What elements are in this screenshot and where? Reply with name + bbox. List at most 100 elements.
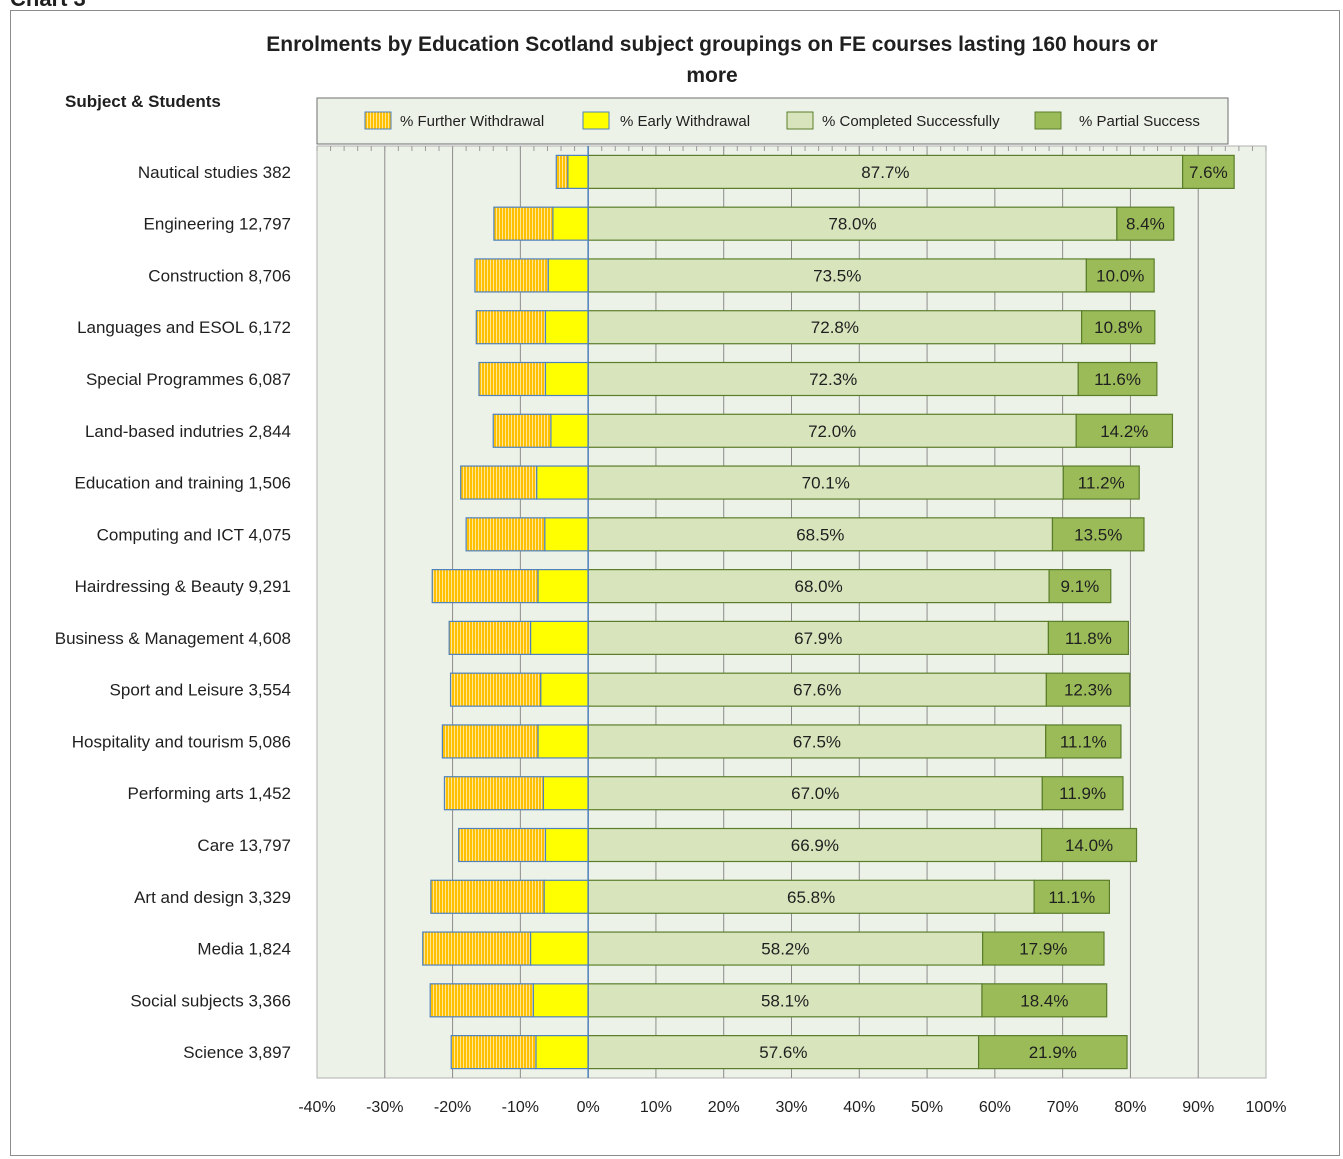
data-label-completed: 87.7% [861, 163, 909, 182]
bar-completed-successfully [587, 776, 1043, 811]
bar-partial-success [1041, 827, 1138, 863]
plot-area [316, 145, 1267, 1079]
legend-label: % Partial Success [1079, 113, 1200, 130]
data-label-partial: 11.6% [1094, 370, 1141, 389]
bar-partial-success [1033, 879, 1111, 914]
chart-svg: % Further Withdrawal % Early Withdrawal % … [55, 33, 1287, 1116]
data-label-partial: 17.9% [1019, 940, 1067, 959]
bar-further-withdrawal [430, 879, 545, 914]
category-label: Special Programmes 6,087 [86, 370, 291, 389]
bar-partial-success [1047, 620, 1129, 655]
bar-early-withdrawal [532, 983, 589, 1018]
category-label: Media 1,824 [197, 940, 291, 959]
category-label: Social subjects 3,366 [130, 991, 291, 1010]
x-tick-label: 20% [708, 1099, 740, 1116]
bar-completed-successfully [587, 724, 1047, 759]
x-tick-label: 40% [843, 1099, 875, 1116]
x-tick-label: -20% [434, 1099, 471, 1116]
bar-completed-successfully [587, 206, 1118, 241]
data-label-completed: 66.9% [791, 836, 839, 855]
data-label-partial: 8.4% [1126, 215, 1165, 234]
legend-swatch [582, 111, 610, 130]
data-label-completed: 57.6% [759, 1043, 807, 1062]
category-label: Education and training 1,506 [75, 474, 291, 493]
category-label: Languages and ESOL 6,172 [77, 318, 291, 337]
bar-further-withdrawal [450, 1035, 537, 1070]
bar-early-withdrawal [537, 724, 589, 759]
bar-partial-success [1051, 517, 1145, 552]
data-label-partial: 10.0% [1096, 266, 1144, 285]
legend-label: % Completed Successfully [822, 113, 1000, 130]
category-label: Construction 8,706 [148, 266, 291, 285]
chart-title: Enrolments by Education Scotland subject… [266, 33, 1157, 87]
bar-early-withdrawal [544, 517, 589, 552]
bar-early-withdrawal [544, 310, 589, 345]
data-label-completed: 70.1% [802, 474, 850, 493]
legend: % Further Withdrawal % Early Withdrawal % … [316, 97, 1229, 145]
bar-partial-success [1081, 310, 1156, 345]
bar-partial-success [1048, 569, 1112, 604]
data-label-completed: 58.2% [761, 940, 809, 959]
bar-further-withdrawal [429, 983, 534, 1018]
category-label: Computing and ICT 4,075 [97, 525, 291, 544]
bar-further-withdrawal [493, 206, 554, 241]
bar-early-withdrawal [535, 1035, 589, 1070]
category-header: Subject & Students [65, 92, 221, 111]
data-label-completed: 67.6% [793, 681, 841, 700]
bar-completed-successfully [587, 465, 1064, 500]
data-label-partial: 11.8% [1065, 629, 1112, 648]
bar-early-withdrawal [550, 413, 589, 448]
legend-swatch [786, 111, 814, 130]
x-tick-label: -10% [502, 1099, 539, 1116]
data-label-partial: 9.1% [1061, 577, 1100, 596]
data-label-partial: 11.1% [1060, 732, 1107, 751]
x-tick-label: 90% [1182, 1099, 1214, 1116]
legend-swatch [364, 111, 392, 130]
x-tick-label: -40% [298, 1099, 335, 1116]
category-label: Hospitality and tourism 5,086 [72, 732, 291, 751]
bar-completed-successfully [587, 931, 984, 966]
x-tick-label: -30% [366, 1099, 403, 1116]
bar-further-withdrawal [460, 465, 538, 500]
data-label-partial: 13.5% [1074, 525, 1122, 544]
bar-further-withdrawal [458, 827, 547, 863]
category-label: Nautical studies 382 [138, 163, 291, 182]
bar-partial-success [1085, 258, 1155, 293]
legend-label: % Further Withdrawal [400, 113, 544, 130]
bar-further-withdrawal [478, 361, 547, 397]
x-tick-label: 60% [979, 1099, 1011, 1116]
data-label-completed: 72.3% [809, 370, 857, 389]
data-label-partial: 11.1% [1048, 888, 1095, 907]
bar-further-withdrawal [492, 413, 552, 448]
bar-further-withdrawal [431, 569, 539, 604]
category-label: Land-based indutries 2,844 [85, 422, 291, 441]
category-label: Hairdressing & Beauty 9,291 [75, 577, 291, 596]
bar-partial-success [1045, 724, 1122, 759]
bar-further-withdrawal [555, 154, 569, 189]
bar-further-withdrawal [474, 258, 549, 293]
x-tick-label: 50% [911, 1099, 943, 1116]
category-label: Care 13,797 [197, 836, 291, 855]
data-label-partial: 14.0% [1065, 836, 1113, 855]
legend-swatch [1034, 111, 1062, 130]
data-label-partial: 11.2% [1078, 474, 1125, 493]
category-label: Art and design 3,329 [134, 888, 291, 907]
bar-further-withdrawal [449, 672, 542, 707]
bar-partial-success [977, 1035, 1128, 1070]
bar-further-withdrawal [448, 620, 532, 655]
data-label-partial: 11.9% [1059, 784, 1106, 803]
category-axis: Subject & Students Nautical studies 382 En… [55, 92, 291, 1062]
bar-partial-success [1075, 413, 1174, 448]
x-tick-label: 80% [1114, 1099, 1146, 1116]
bar-completed-successfully [587, 154, 1184, 189]
bar-completed-successfully [587, 983, 983, 1018]
x-axis: -40% -30% -20% -10% 0% 10% 20% 30% 40% 50% 60% 70% 8… [298, 1099, 1286, 1116]
bar-further-withdrawal [475, 310, 547, 345]
bar-completed-successfully [587, 413, 1077, 448]
bar-completed-successfully [587, 879, 1035, 914]
data-label-completed: 67.0% [791, 784, 839, 803]
data-label-partial: 10.8% [1094, 318, 1142, 337]
bar-partial-success [1041, 776, 1124, 811]
bar-early-withdrawal [540, 672, 589, 707]
data-label-partial: 14.2% [1100, 422, 1148, 441]
